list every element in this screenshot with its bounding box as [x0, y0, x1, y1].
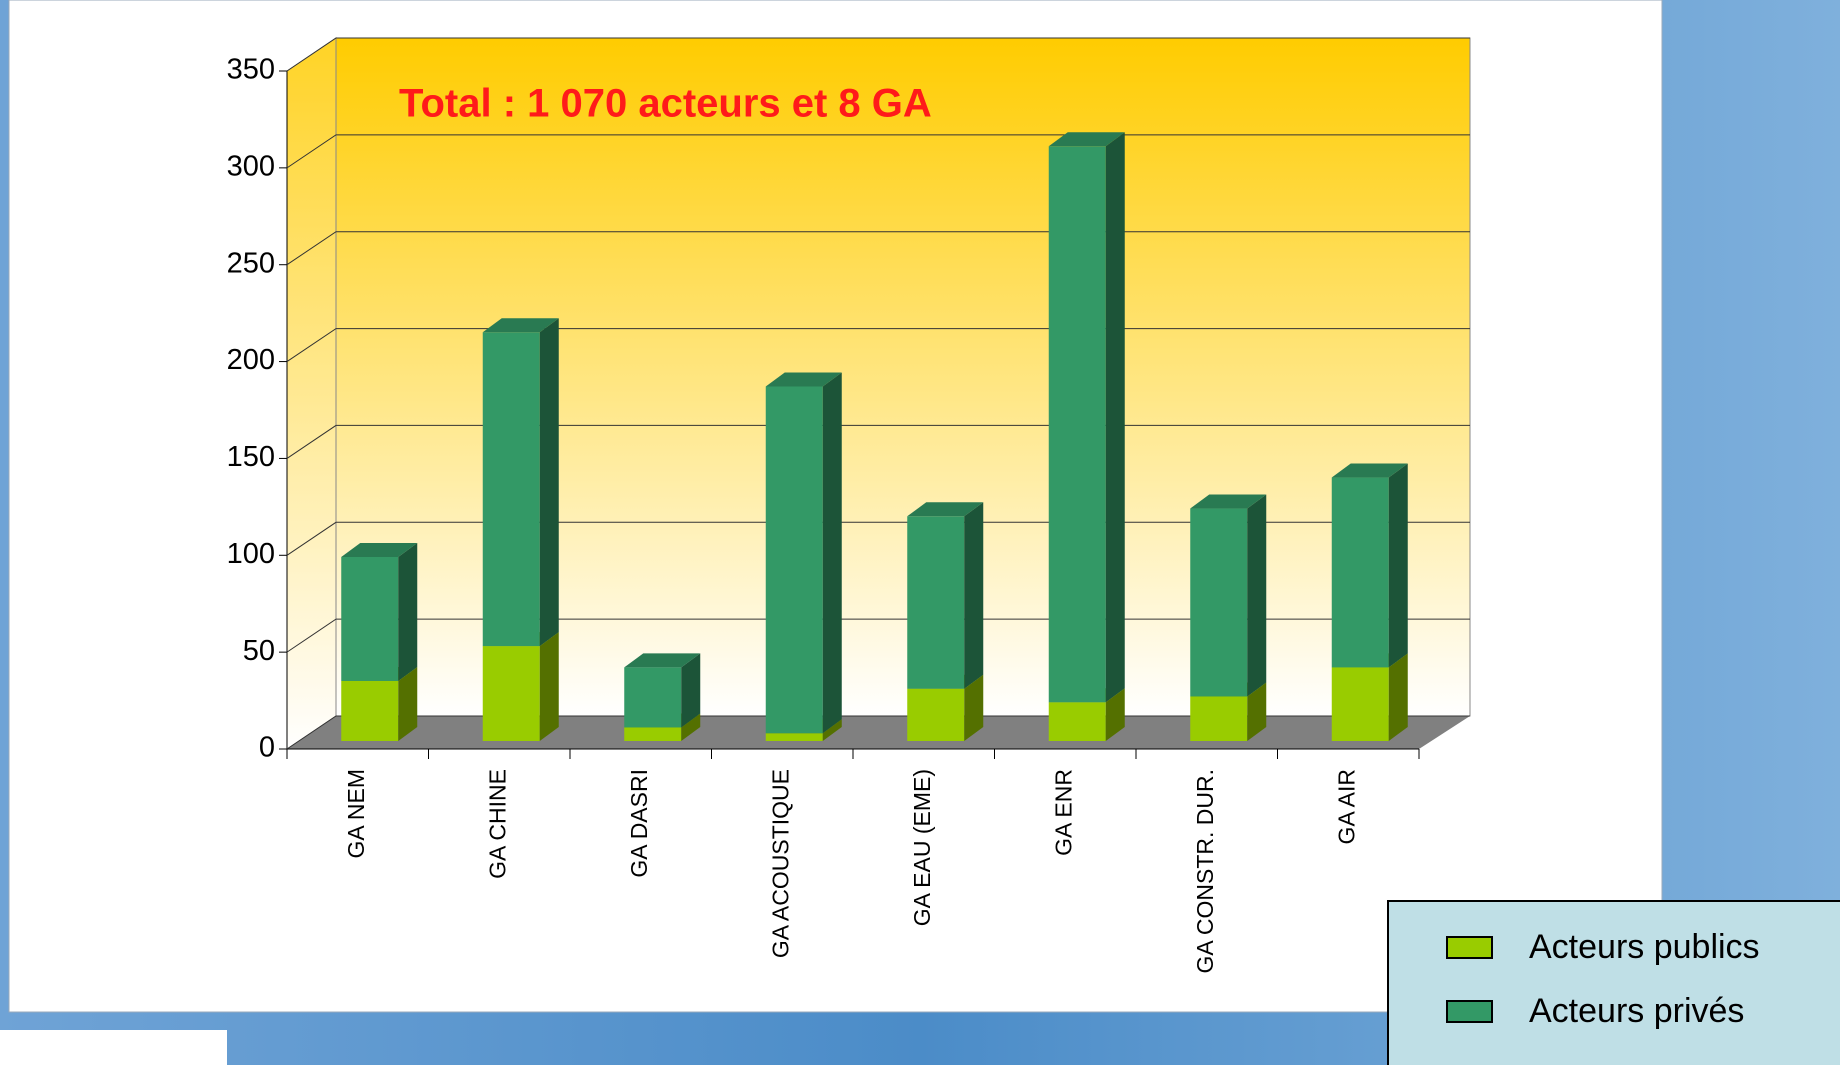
bar-side — [1389, 464, 1408, 668]
x-tick-label: GA AIR — [1333, 769, 1359, 844]
bar-front — [1332, 478, 1389, 668]
y-tick-label: 0 — [259, 732, 275, 764]
bar-front — [483, 646, 540, 741]
bar — [766, 373, 842, 734]
legend — [1388, 901, 1840, 1065]
y-tick-label: 100 — [227, 538, 275, 570]
x-tick-label: GA EAU (EME) — [909, 769, 935, 926]
bar — [1190, 495, 1266, 697]
bar-front — [1049, 702, 1106, 741]
floor — [287, 716, 1470, 749]
x-tick-label: GA ACOUSTIQUE — [767, 769, 793, 958]
bar — [1049, 132, 1125, 702]
legend-label: Acteurs publics — [1529, 928, 1760, 966]
bar-front — [341, 681, 398, 741]
x-tick-label: GA ENR — [1050, 769, 1076, 856]
bar-front — [624, 667, 681, 727]
bar-front — [1332, 667, 1389, 741]
bar-front — [341, 557, 398, 681]
x-tick-label: GA NEM — [343, 769, 369, 858]
bar-front — [766, 387, 823, 734]
bar — [624, 653, 700, 727]
y-tick-label: 50 — [243, 635, 275, 667]
legend-swatch — [1447, 1001, 1492, 1022]
bar-side — [823, 373, 842, 734]
annotation: Total : 1 070 acteurs et 8 GA — [399, 82, 932, 126]
bar — [483, 318, 559, 646]
bar-front — [483, 332, 540, 646]
bar-side — [1247, 495, 1266, 697]
bar-front — [907, 516, 964, 688]
bar-front — [907, 689, 964, 741]
bar-side — [1106, 132, 1125, 702]
bar — [907, 502, 983, 688]
bar-side — [540, 632, 559, 741]
bar-front — [1049, 146, 1106, 702]
y-tick-label: 250 — [227, 247, 275, 279]
bar-side — [1389, 653, 1408, 741]
bar — [483, 632, 559, 741]
y-tick-label: 300 — [227, 151, 275, 183]
page: 0 50 100 150 200 250 300 350 GA NEM GA CHINE GA DA… — [0, 0, 1840, 1065]
bar-front — [1190, 696, 1247, 741]
bar-side — [540, 318, 559, 646]
bar-front — [624, 727, 681, 741]
x-tick-label: GA CHINE — [484, 769, 510, 879]
chart: 0 50 100 150 200 250 300 350 GA NEM GA CHINE GA DA… — [0, 0, 1840, 1065]
legend-label: Acteurs privés — [1529, 992, 1744, 1030]
legend-swatch — [1447, 937, 1492, 958]
bar-side — [398, 543, 417, 681]
side-wall — [287, 38, 336, 749]
bar-front — [1190, 509, 1247, 697]
y-tick-label: 350 — [227, 54, 275, 86]
bar-side — [964, 502, 983, 688]
bar — [341, 543, 417, 681]
bar — [1332, 464, 1408, 668]
x-tick-label: GA DASRI — [626, 769, 652, 878]
bar-front — [766, 733, 823, 741]
x-tick-label: GA CONSTR. DUR. — [1192, 769, 1218, 973]
logo — [0, 1030, 227, 1065]
y-tick-label: 200 — [227, 344, 275, 376]
y-tick-label: 150 — [227, 441, 275, 473]
